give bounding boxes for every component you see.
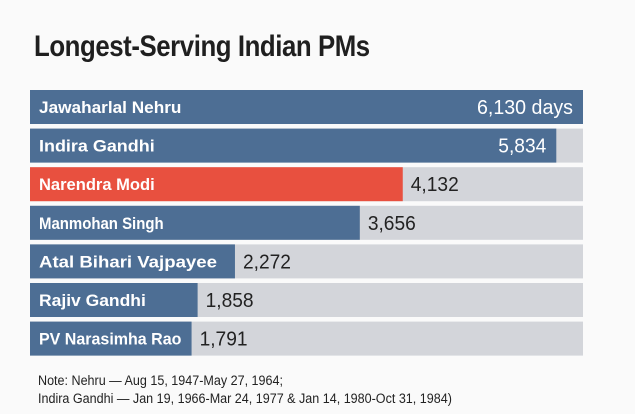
bar-jawaharlal-nehru	[30, 90, 583, 124]
category-label-jawaharlal-nehru: Jawaharlal Nehru	[39, 99, 181, 117]
category-label-manmohan-singh: Manmohan Singh	[39, 215, 164, 233]
category-label-atal-bihari-vajpayee: Atal Bihari Vajpayee	[39, 253, 217, 271]
note-line-2: Indira Gandhi — Jan 19, 1966-Mar 24, 197…	[38, 391, 452, 406]
bar-manmohan-singh	[30, 205, 360, 240]
note-line-1: Note: Nehru — Aug 15, 1947-May 27, 1964;	[38, 373, 283, 388]
value-label-atal-bihari-vajpayee: 2,272	[243, 251, 291, 273]
value-label-pv-narasimha-rao: 1,791	[200, 329, 248, 351]
category-label-narendra-modi: Narendra Modi	[39, 176, 155, 194]
value-label-narendra-modi: 4,132	[411, 174, 459, 196]
value-label-jawaharlal-nehru: 6,130 days	[477, 97, 573, 119]
value-label-rajiv-gandhi: 1,858	[206, 290, 254, 312]
bar-rajiv-gandhi	[30, 283, 198, 317]
chart-note: Note: Nehru — Aug 15, 1947-May 27, 1964;…	[38, 372, 483, 408]
category-label-indira-gandhi: Indira Gandhi	[39, 138, 155, 156]
chart-title: Longest-Serving Indian PMs	[34, 30, 370, 63]
value-label-indira-gandhi: 5,834	[498, 136, 546, 158]
bar-narendra-modi	[30, 167, 403, 202]
bar-indira-gandhi	[30, 128, 557, 163]
bar-pv-narasimha-rao	[30, 321, 192, 356]
category-label-pv-narasimha-rao: PV Narasimha Rao	[39, 331, 181, 349]
value-label-manmohan-singh: 3,656	[368, 213, 416, 235]
category-label-rajiv-gandhi: Rajiv Gandhi	[39, 292, 146, 310]
bar-atal-bihari-vajpayee	[30, 244, 235, 279]
